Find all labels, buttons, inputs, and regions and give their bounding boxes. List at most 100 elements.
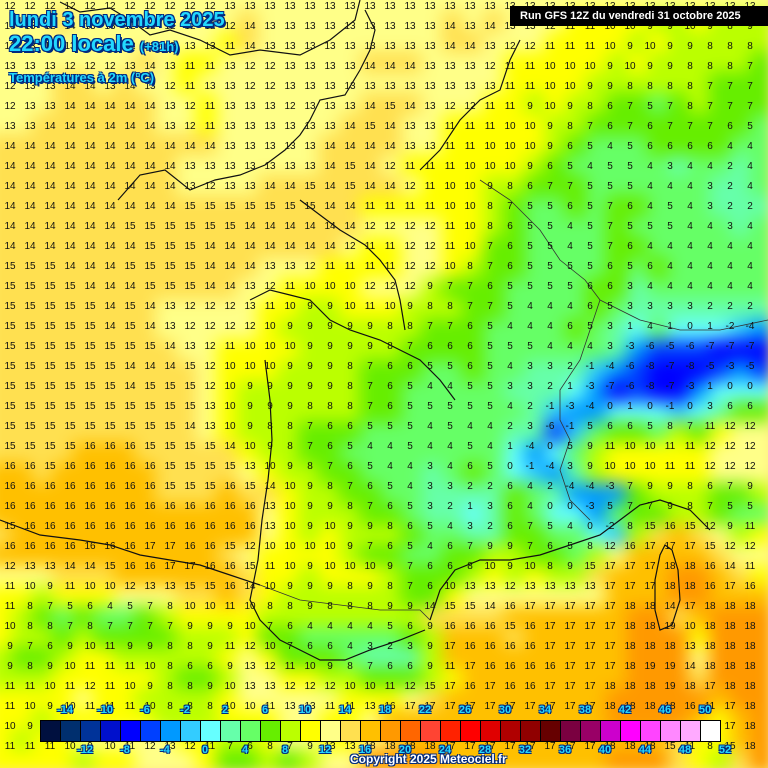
grid-value: 15 [204,221,216,232]
grid-value: 0 [607,401,613,412]
grid-value: 6 [687,141,693,152]
grid-value: 16 [704,581,716,592]
grid-value: 7 [367,541,373,552]
grid-value: 14 [124,381,136,392]
grid-value: 1 [707,321,713,332]
grid-value: 16 [104,481,116,492]
legend-swatch [421,721,441,741]
grid-value: 8 [187,641,193,652]
grid-value: 17 [584,661,596,672]
grid-value: 12 [84,41,96,52]
grid-value: -8 [685,361,695,372]
grid-value: 12 [244,321,256,332]
grid-value: 14 [224,281,236,292]
grid-value: 15 [164,481,176,492]
grid-value: 13 [304,41,316,52]
grid-value: 9 [307,501,313,512]
grid-value: 9 [727,521,733,532]
grid-value: 13 [164,581,176,592]
grid-value: 17 [564,661,576,672]
grid-value: 0 [567,501,573,512]
grid-value: 7 [747,61,753,72]
grid-value: 16 [484,661,496,672]
grid-value: 10 [344,301,356,312]
grid-value: 9 [547,121,553,132]
grid-value: 16 [24,501,36,512]
grid-value: 13 [324,1,336,12]
grid-value: 8 [267,741,273,752]
grid-value: 9 [307,361,313,372]
grid-value: 16 [84,461,96,472]
grid-value: 14 [84,101,96,112]
grid-value: 15 [184,241,196,252]
grid-value: 13 [244,301,256,312]
grid-value: 4 [647,161,653,172]
grid-value: 10 [604,41,616,52]
grid-value: 8 [327,601,333,612]
grid-value: 13 [184,181,196,192]
grid-value: 1 [667,321,673,332]
grid-value: 12 [124,21,136,32]
grid-value: 13 [304,1,316,12]
grid-value: 9 [147,681,153,692]
grid-value: 14 [64,81,76,92]
grid-value: 9 [627,41,633,52]
grid-value: -7 [665,361,675,372]
grid-value: 10 [244,361,256,372]
grid-value: 13 [244,1,256,12]
grid-value: 6 [647,141,653,152]
grid-value: 3 [667,301,673,312]
grid-value: 15 [44,441,56,452]
grid-value: 14 [4,241,16,252]
grid-value: 11 [524,81,536,92]
grid-value: 4 [407,461,413,472]
grid-value: 5 [567,161,573,172]
grid-value: 14 [384,61,396,72]
grid-value: 5 [747,501,753,512]
grid-value: 4 [527,321,533,332]
legend-tick-bottom: -4 [160,744,170,756]
grid-value: 11 [204,741,216,752]
grid-value: 10 [604,21,616,32]
grid-value: 12 [224,321,236,332]
grid-value: 15 [264,201,276,212]
forecast-time: 22:00 locale (+81h) [9,31,179,57]
grid-value: 11 [384,241,396,252]
grid-value: 9 [307,481,313,492]
grid-value: -1 [665,401,675,412]
grid-value: 15 [144,421,156,432]
grid-value: 18 [384,741,396,752]
grid-value: 7 [527,541,533,552]
grid-value: 13 [244,281,256,292]
grid-value: 12 [404,241,416,252]
grid-value: 18 [704,601,716,612]
grid-value: 5 [627,221,633,232]
grid-value: 5 [547,281,553,292]
grid-value: 8 [267,421,273,432]
grid-value: 7 [707,501,713,512]
grid-value: 15 [44,421,56,432]
grid-value: 12 [404,281,416,292]
legend-tick-top: -10 [97,704,113,716]
legend-tick-top: 26 [458,704,472,716]
grid-value: 11 [364,241,376,252]
grid-value: 4 [447,461,453,472]
grid-value: 13 [404,81,416,92]
grid-value: 17 [684,541,696,552]
grid-value: 10 [624,441,636,452]
grid-value: 13 [264,261,276,272]
grid-value: 6 [327,441,333,452]
grid-value: 12 [24,1,36,12]
grid-value: 14 [164,181,176,192]
legend-tick-bottom: 28 [478,744,492,756]
grid-value: 12 [724,421,736,432]
legend-swatch [121,721,141,741]
grid-value: 14 [44,121,56,132]
grid-value: 9 [347,321,353,332]
grid-value: 14 [64,121,76,132]
border-alps [599,299,768,331]
grid-value: 15 [4,301,16,312]
grid-value: 18 [684,581,696,592]
grid-value: 17 [564,641,576,652]
